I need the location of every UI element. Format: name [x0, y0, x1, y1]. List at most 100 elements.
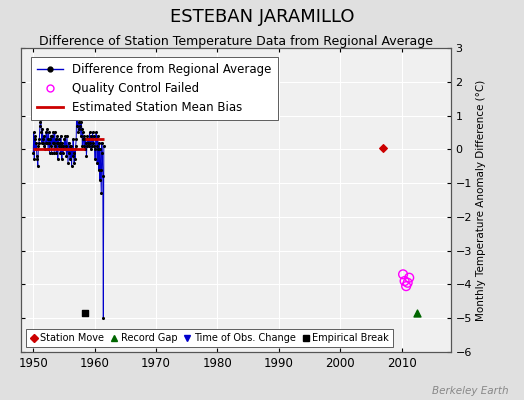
Point	[403, 280, 412, 286]
Point	[45, 129, 53, 136]
Text: Berkeley Earth: Berkeley Earth	[432, 386, 508, 396]
Point	[92, 136, 100, 142]
Point	[64, 160, 72, 166]
Point	[76, 122, 84, 129]
Point	[49, 129, 57, 136]
Point	[66, 156, 74, 163]
Point	[40, 133, 48, 139]
Point	[52, 150, 60, 156]
Point	[34, 143, 42, 149]
Point	[80, 143, 88, 149]
Point	[51, 143, 59, 149]
Legend: Station Move, Record Gap, Time of Obs. Change, Empirical Break: Station Move, Record Gap, Time of Obs. C…	[26, 329, 393, 347]
Point	[85, 129, 94, 136]
Point	[400, 278, 409, 284]
Point	[39, 136, 47, 142]
Point	[53, 133, 61, 139]
Point	[77, 119, 85, 126]
Point	[72, 136, 80, 142]
Point	[99, 173, 107, 180]
Point	[402, 283, 410, 289]
Point	[77, 133, 85, 139]
Point	[86, 139, 94, 146]
Point	[59, 150, 67, 156]
Point	[57, 133, 65, 139]
Point	[38, 139, 46, 146]
Point	[86, 133, 95, 139]
Point	[75, 112, 84, 119]
Point	[41, 146, 49, 152]
Point	[93, 160, 101, 166]
Point	[89, 139, 97, 146]
Point	[79, 136, 88, 142]
Point	[62, 153, 71, 159]
Point	[79, 129, 87, 136]
Point	[49, 139, 57, 146]
Point	[83, 143, 91, 149]
Point	[60, 136, 69, 142]
Point	[78, 126, 86, 132]
Point	[95, 176, 104, 183]
Point	[31, 146, 40, 152]
Point	[73, 112, 82, 119]
Point	[72, 102, 81, 109]
Point	[82, 139, 90, 146]
Point	[70, 150, 78, 156]
Point	[405, 274, 413, 281]
Point	[399, 271, 407, 278]
Point	[96, 146, 104, 152]
Point	[29, 129, 38, 136]
Point	[71, 156, 79, 163]
Point	[67, 143, 75, 149]
Point	[56, 150, 64, 156]
Point	[84, 139, 92, 146]
Point	[74, 129, 82, 136]
Title: Difference of Station Temperature Data from Regional Average: Difference of Station Temperature Data f…	[39, 35, 433, 48]
Point	[94, 146, 102, 152]
Point	[66, 143, 74, 149]
Point	[62, 143, 70, 149]
Point	[59, 143, 68, 149]
Point	[88, 143, 96, 149]
Point	[82, 153, 91, 159]
Point	[36, 122, 44, 129]
Point	[32, 153, 41, 159]
Point	[61, 146, 69, 152]
Point	[67, 146, 75, 152]
Point	[44, 146, 52, 152]
Point	[34, 163, 42, 170]
Point	[41, 139, 50, 146]
Point	[37, 116, 45, 122]
Point	[97, 139, 106, 146]
Point	[74, 119, 83, 126]
Point	[33, 156, 41, 163]
Point	[413, 310, 421, 316]
Point	[47, 143, 55, 149]
Point	[75, 126, 83, 132]
Point	[73, 122, 81, 129]
Point	[47, 133, 56, 139]
Point	[51, 136, 60, 142]
Point	[50, 129, 59, 136]
Point	[42, 129, 50, 136]
Point	[32, 139, 40, 146]
Point	[36, 119, 45, 126]
Point	[39, 139, 48, 146]
Point	[88, 136, 96, 142]
Point	[69, 136, 78, 142]
Point	[83, 133, 92, 139]
Point	[92, 129, 100, 136]
Point	[89, 129, 97, 136]
Point	[35, 136, 43, 142]
Point	[65, 150, 73, 156]
Text: ESTEBAN JARAMILLO: ESTEBAN JARAMILLO	[170, 8, 354, 26]
Point	[60, 146, 68, 152]
Point	[81, 136, 90, 142]
Point	[96, 166, 105, 173]
Point	[54, 136, 63, 142]
Point	[35, 139, 43, 146]
Point	[81, 310, 90, 316]
Point	[61, 133, 70, 139]
Point	[57, 143, 66, 149]
Point	[49, 139, 58, 146]
